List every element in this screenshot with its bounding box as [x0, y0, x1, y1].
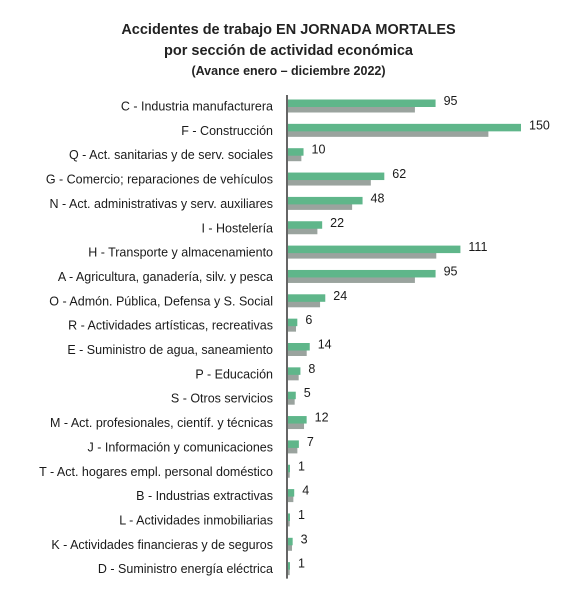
category-label: N - Act. administrativas y serv. auxilia… [50, 197, 273, 211]
value-label: 24 [333, 289, 347, 303]
bar [288, 245, 461, 254]
bar [288, 537, 293, 546]
bar-shadow [288, 251, 437, 259]
bar [288, 367, 301, 375]
chart-note: (Avance enero – diciembre 2022) [191, 64, 386, 78]
bar-shadow [288, 372, 299, 381]
bar [288, 196, 363, 205]
category-label: S - Otros servicios [171, 392, 273, 406]
bar-shadow [288, 299, 321, 308]
bar [288, 440, 299, 448]
bar-shadow [288, 421, 305, 430]
bar-shadow [288, 129, 489, 137]
bar [288, 221, 323, 229]
value-label: 1 [298, 459, 305, 473]
bar-shadow [288, 105, 415, 113]
value-label: 5 [304, 386, 311, 400]
category-label: B - Industrias extractivas [136, 489, 273, 503]
category-label: D - Suministro energía eléctrica [98, 562, 273, 576]
bar-shadow [288, 153, 302, 162]
value-label: 150 [529, 118, 550, 132]
category-label: L - Actividades inmobiliarias [119, 513, 273, 527]
bar [288, 464, 290, 473]
category-label: P - Educación [195, 367, 273, 381]
bar [288, 343, 310, 351]
category-label: A - Agricultura, ganadería, silv. y pesc… [58, 270, 273, 284]
bar-shadow [288, 445, 298, 454]
bar-shadow [288, 518, 290, 527]
category-label: E - Suministro de agua, saneamiento [67, 343, 273, 357]
bar [288, 123, 521, 132]
bar [288, 99, 436, 107]
bar-shadow [288, 202, 353, 210]
bar [288, 489, 295, 497]
bar-shadow [288, 397, 295, 405]
bar-shadow [288, 494, 294, 503]
category-label: F - Construcción [181, 124, 273, 138]
value-label: 4 [302, 484, 309, 498]
bar [288, 318, 298, 327]
bar-shadow [288, 226, 318, 235]
category-label: H - Transporte y almacenamiento [88, 246, 273, 260]
value-label: 10 [312, 143, 326, 157]
bar [288, 172, 385, 181]
value-label: 3 [301, 532, 308, 546]
category-label: O - Admón. Pública, Defensa y S. Social [49, 294, 273, 308]
category-label: M - Act. profesionales, científ. y técni… [50, 416, 273, 430]
bar [288, 391, 296, 400]
bar [288, 513, 290, 521]
value-label: 1 [298, 508, 305, 522]
value-label: 1 [298, 557, 305, 571]
bar [288, 416, 307, 424]
category-label: I - Hostelería [201, 221, 273, 235]
category-label: J - Información y comunicaciones [88, 440, 274, 454]
bar [288, 294, 326, 302]
category-label: R - Actividades artísticas, recreativas [68, 319, 273, 333]
category-label: C - Industria manufacturera [121, 100, 273, 114]
value-label: 22 [330, 216, 344, 230]
bar [288, 269, 436, 278]
category-label: T - Act. hogares empl. personal doméstic… [39, 465, 273, 479]
bar-shadow [288, 543, 293, 551]
value-label: 12 [315, 411, 329, 425]
category-label: Q - Act. sanitarias y de serv. sociales [69, 148, 273, 162]
chart-title: Accidentes de trabajo EN JORNADA MORTALE… [121, 22, 456, 38]
category-label: G - Comercio; reparaciones de vehículos [46, 173, 273, 187]
bar-shadow [288, 567, 290, 576]
value-label: 6 [305, 313, 312, 327]
bar [288, 562, 290, 570]
value-label: 48 [371, 191, 385, 205]
bar-shadow [288, 324, 297, 332]
value-label: 8 [308, 362, 315, 376]
bar-shadow [288, 470, 290, 478]
bar-shadow [288, 275, 415, 283]
bar [288, 148, 304, 156]
value-label: 62 [392, 167, 406, 181]
value-label: 95 [444, 264, 458, 278]
value-label: 14 [318, 338, 332, 352]
chart-subtitle: por sección de actividad económica [164, 43, 413, 59]
bar-shadow [288, 178, 371, 186]
category-label: K - Actividades financieras y de seguros [51, 538, 273, 552]
value-label: 111 [468, 240, 487, 254]
value-label: 7 [307, 435, 314, 449]
bar-shadow [288, 348, 307, 356]
value-label: 95 [444, 94, 458, 108]
